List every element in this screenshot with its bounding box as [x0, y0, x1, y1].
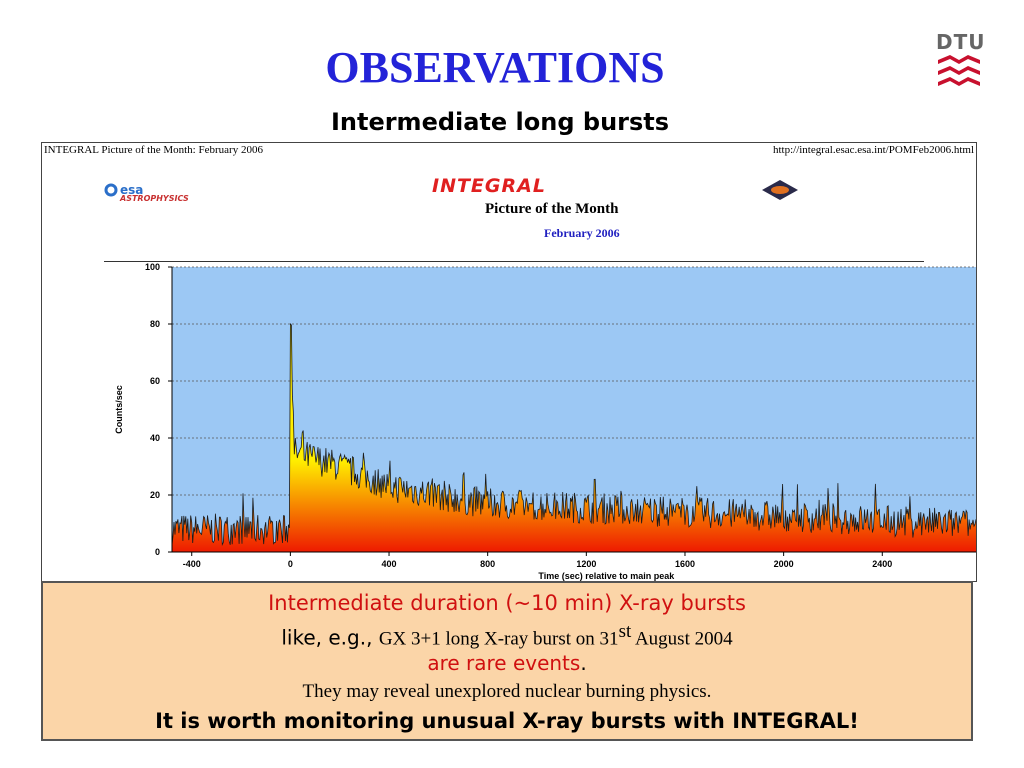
summary-line-3a: are rare events [427, 651, 581, 675]
y-tick-label: 20 [150, 490, 160, 500]
summary-line-3b: . [580, 651, 587, 675]
x-tick-label: 800 [480, 559, 495, 569]
x-tick-label: 2000 [774, 559, 794, 569]
esa-logo-text: esa [120, 183, 143, 197]
light-curve-area [172, 324, 976, 552]
burst-light-curve-chart: 0 20 40 60 80 100 -400 0 400 800 1200 1600 2000 2400… [114, 262, 976, 581]
summary-line-2: like, e.g., GX 3+1 long X-ray burst on 3… [43, 621, 971, 650]
picture-of-the-month-label: Picture of the Month [485, 201, 619, 217]
summary-line-2c: August 2004 [631, 628, 733, 650]
y-tick-label: 100 [145, 262, 160, 272]
esa-astrophysics-logo: esa ASTROPHYSICS [104, 183, 234, 208]
panel-divider [104, 261, 924, 262]
x-axis-label: Time (sec) relative to main peak [538, 571, 675, 581]
y-axis-label: Counts/sec [114, 385, 124, 434]
light-curve-line [171, 323, 976, 547]
summary-line-1: Intermediate duration (~10 min) X-ray bu… [268, 591, 746, 615]
summary-line-2b: GX 3+1 long X-ray burst on 31 [378, 628, 619, 650]
panel-header-url: http://integral.esac.esa.int/POMFeb2006.… [772, 144, 974, 156]
slide-title: OBSERVATIONS [325, 43, 665, 92]
x-tick-label: -400 [183, 559, 201, 569]
panel-header-left: INTEGRAL Picture of the Month: February … [44, 144, 263, 156]
picture-of-month-panel: INTEGRAL Picture of the Month: February … [41, 142, 977, 582]
dtu-logo: DTU [936, 30, 986, 94]
x-tick-label: 400 [382, 559, 397, 569]
x-tick-labels: -400 0 400 800 1200 1600 2000 2400 [183, 559, 893, 569]
x-tick-label: 1200 [576, 559, 596, 569]
y-tick-label: 0 [155, 547, 160, 557]
summary-line-5: It is worth monitoring unusual X-ray bur… [155, 709, 859, 733]
dtu-logo-text: DTU [936, 30, 986, 54]
summary-textbox: Intermediate duration (~10 min) X-ray bu… [41, 581, 973, 741]
summary-line-2-sup: st [618, 621, 632, 642]
y-tick-label: 40 [150, 433, 160, 443]
picture-of-the-month-date: February 2006 [544, 226, 620, 240]
y-tick-label: 80 [150, 319, 160, 329]
x-tick-label: 0 [288, 559, 293, 569]
chart-axes [168, 266, 976, 556]
integral-title: INTEGRAL [432, 175, 546, 197]
dtu-waves-icon [938, 55, 980, 86]
summary-line-2a: like, e.g., [281, 625, 379, 650]
y-tick-labels: 0 20 40 60 80 100 [145, 262, 160, 557]
summary-line-3: are rare events. [43, 651, 971, 675]
summary-line-4: They may reveal unexplored nuclear burni… [302, 681, 712, 702]
slide-subtitle: Intermediate long bursts [330, 108, 670, 136]
x-tick-label: 2400 [872, 559, 892, 569]
x-tick-label: 1600 [675, 559, 695, 569]
mission-patch-icon [758, 177, 802, 203]
esa-logo-subtext: ASTROPHYSICS [119, 194, 189, 203]
y-tick-label: 60 [150, 376, 160, 386]
